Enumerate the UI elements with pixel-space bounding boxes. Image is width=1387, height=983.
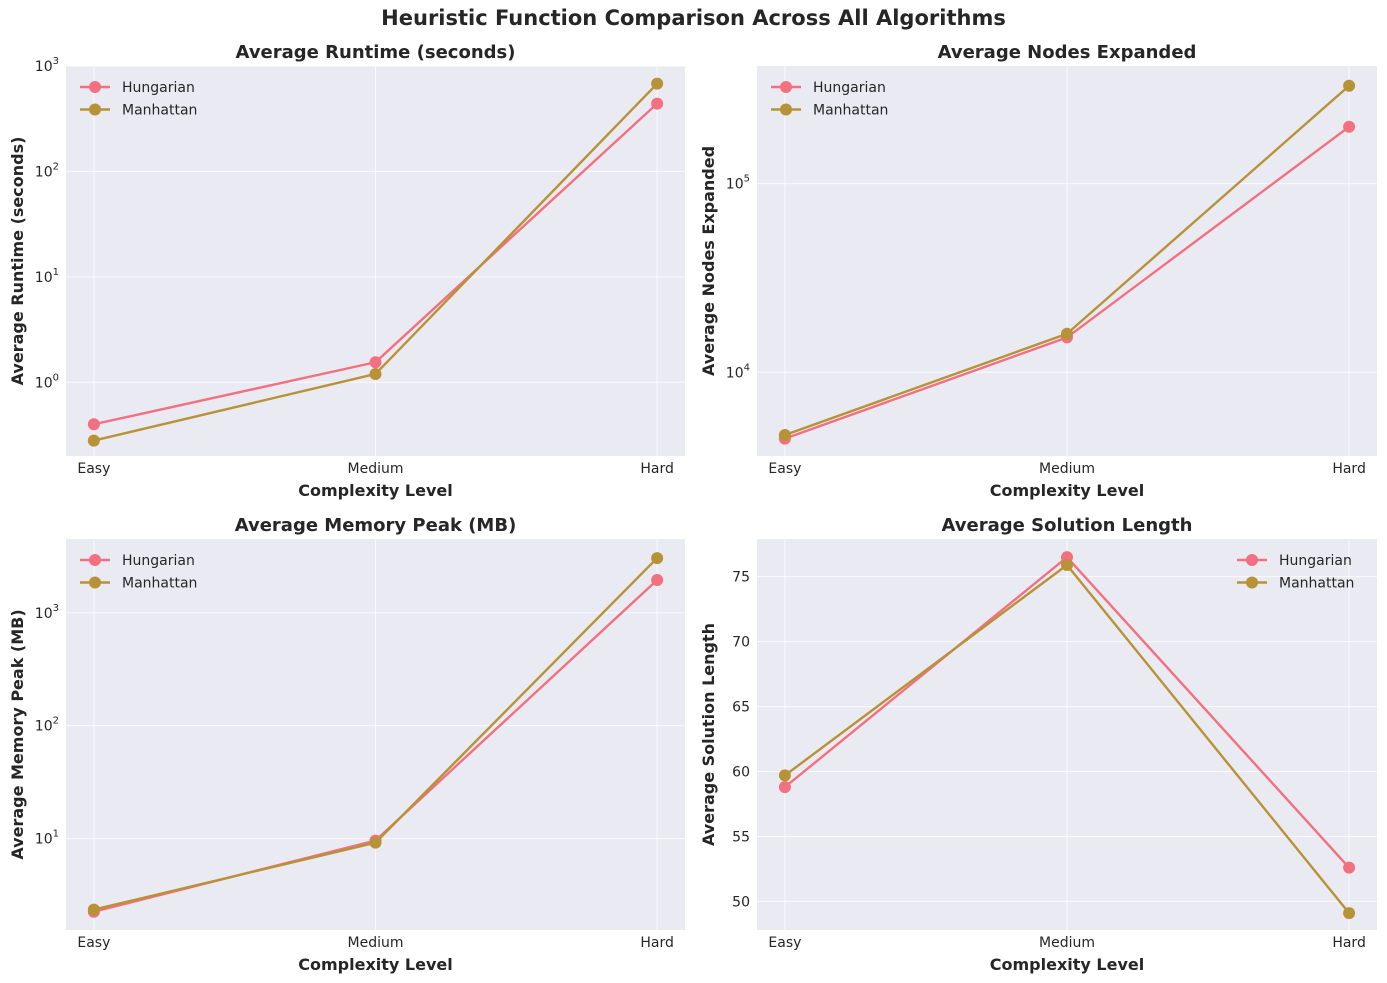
x-tick-label: Medium <box>1039 461 1095 477</box>
data-point-manhattan <box>369 367 382 380</box>
chart-panel-4: 50 55 60 65 70 75 Easy Medium Hard Average Soluti… <box>699 515 1377 974</box>
x-axis-label: Complexity Level <box>298 955 452 974</box>
data-point-manhattan <box>651 552 664 565</box>
data-point-manhattan <box>1343 79 1356 92</box>
chart-panel-2: 104 105 Easy Medium Hard Average Nodes Expand… <box>699 42 1377 500</box>
y-tick-label: 105 <box>726 174 750 193</box>
data-point-manhattan <box>87 434 100 447</box>
data-point-manhattan <box>1061 327 1073 340</box>
y-tick-label: 75 <box>732 570 750 586</box>
x-tick-label: Easy <box>77 461 110 477</box>
data-point-hungarian <box>651 574 664 587</box>
y-tick-label: 101 <box>35 829 59 848</box>
data-point-manhattan <box>1061 558 1073 571</box>
y-tick-label: 70 <box>732 635 750 651</box>
y-tick-exponent: 1 <box>53 267 59 278</box>
y-tick-label: 55 <box>732 829 750 845</box>
y-axis-label: Average Memory Peak (MB) <box>8 609 27 859</box>
x-axis-label: Complexity Level <box>298 481 452 500</box>
y-tick-exponent: 2 <box>53 161 59 172</box>
x-tick-label: Medium <box>348 461 404 477</box>
x-tick-label: Medium <box>1039 935 1095 951</box>
y-tick-label: 65 <box>732 700 750 716</box>
data-point-manhattan <box>778 769 791 782</box>
x-tick-label: Hard <box>1332 935 1366 951</box>
y-tick-exponent: 1 <box>53 829 59 840</box>
legend-label-manhattan: Manhattan <box>122 103 197 119</box>
legend-label-hungarian: Hungarian <box>1279 553 1352 569</box>
data-point-hungarian <box>651 97 664 110</box>
figure-title: Heuristic Function Comparison Across All… <box>381 6 1006 30</box>
y-tick-exponent: 5 <box>744 174 750 185</box>
x-tick-label: Easy <box>77 935 110 951</box>
data-point-manhattan <box>1343 907 1356 920</box>
data-point-hungarian <box>778 781 791 794</box>
y-tick-exponent: 0 <box>53 372 59 383</box>
y-tick-label: 102 <box>35 161 59 180</box>
data-point-manhattan <box>778 429 791 442</box>
x-axis-label: Complexity Level <box>990 955 1144 974</box>
y-axis-label: Average Nodes Expanded <box>699 146 718 376</box>
x-tick-label: Hard <box>640 461 674 477</box>
x-tick-label: Easy <box>768 461 801 477</box>
y-tick-exponent: 3 <box>53 603 59 614</box>
y-tick-label: 50 <box>732 894 750 910</box>
legend-label-hungarian: Hungarian <box>122 80 195 96</box>
legend-marker-manhattan <box>1246 576 1258 589</box>
data-point-manhattan <box>651 77 664 90</box>
y-tick-exponent: 3 <box>53 56 59 67</box>
y-tick-exponent: 4 <box>744 362 750 373</box>
y-tick-label: 100 <box>35 372 59 391</box>
legend-label-hungarian: Hungarian <box>813 80 886 96</box>
chart-title: Average Memory Peak (MB) <box>235 515 517 536</box>
chart-title: Average Solution Length <box>942 515 1193 536</box>
legend-marker-hungarian <box>1246 554 1258 566</box>
x-tick-label: Easy <box>768 935 801 951</box>
chart-title: Average Runtime (seconds) <box>236 42 516 63</box>
data-point-manhattan <box>87 903 100 916</box>
legend-label-manhattan: Manhattan <box>122 576 197 592</box>
data-point-hungarian <box>369 356 382 369</box>
legend-marker-manhattan <box>780 103 792 116</box>
chart-title: Average Nodes Expanded <box>938 42 1197 63</box>
data-point-manhattan <box>369 836 382 849</box>
legend-marker-hungarian <box>89 554 101 566</box>
legend-label-hungarian: Hungarian <box>122 553 195 569</box>
legend-marker-manhattan <box>89 576 101 589</box>
data-point-hungarian <box>87 418 100 431</box>
legend-label-manhattan: Manhattan <box>1279 576 1354 592</box>
legend-marker-manhattan <box>89 103 101 116</box>
y-tick-label: 104 <box>726 362 750 381</box>
data-point-hungarian <box>1343 861 1356 874</box>
legend-marker-hungarian <box>89 81 101 93</box>
y-tick-label: 102 <box>35 716 59 735</box>
y-tick-label: 101 <box>35 267 59 286</box>
legend-label-manhattan: Manhattan <box>813 103 888 119</box>
chart-panel-3: 101 102 103 Easy Medium Hard Average Memory Pe… <box>8 515 685 974</box>
y-tick-label: 103 <box>35 56 59 75</box>
y-axis-label: Average Solution Length <box>699 623 718 846</box>
y-tick-label: 103 <box>35 603 59 622</box>
legend-marker-hungarian <box>780 81 792 93</box>
x-tick-label: Medium <box>348 935 404 951</box>
y-axis-label: Average Runtime (seconds) <box>8 137 27 386</box>
x-tick-label: Hard <box>1332 461 1366 477</box>
y-tick-label: 60 <box>732 765 750 781</box>
x-axis-label: Complexity Level <box>990 481 1144 500</box>
y-tick-exponent: 2 <box>53 716 59 727</box>
data-point-hungarian <box>1343 120 1356 133</box>
x-tick-label: Hard <box>640 935 674 951</box>
